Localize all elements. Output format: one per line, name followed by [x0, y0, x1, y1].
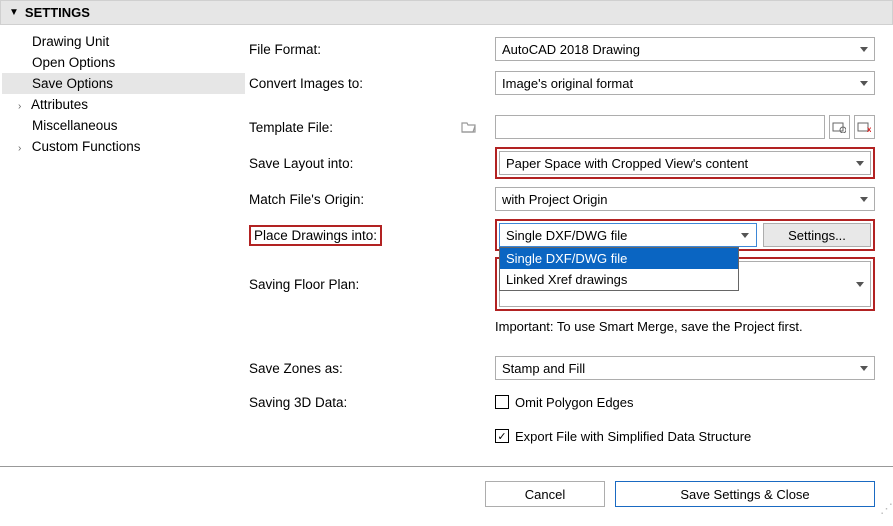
save-zones-value: Stamp and Fill	[502, 361, 585, 376]
match-origin-label: Match File's Origin:	[249, 192, 487, 207]
save-settings-close-button[interactable]: Save Settings & Close	[615, 481, 875, 507]
svg-text:x: x	[867, 125, 871, 133]
omit-polygon-label: Omit Polygon Edges	[515, 395, 634, 410]
sidebar-item-label: Attributes	[31, 97, 88, 112]
file-format-label: File Format:	[249, 42, 487, 57]
place-drawings-label: Place Drawings into:	[249, 225, 382, 246]
chevron-right-icon: ›	[18, 101, 28, 112]
match-origin-value: with Project Origin	[502, 192, 607, 207]
sidebar-item-label: Custom Functions	[32, 139, 141, 154]
export-simplified-checkbox[interactable]: ✓	[495, 429, 509, 443]
save-zones-select[interactable]: Stamp and Fill	[495, 356, 875, 380]
place-drawings-select[interactable]: Single DXF/DWG file	[499, 223, 757, 247]
saving-3d-label: Saving 3D Data:	[249, 395, 487, 410]
clear-icon[interactable]: x	[854, 115, 875, 139]
resize-grip-icon[interactable]: ⋰	[880, 501, 891, 517]
export-simplified-label: Export File with Simplified Data Structu…	[515, 429, 751, 444]
sidebar-item-custom-functions[interactable]: › Custom Functions	[2, 136, 245, 157]
file-format-value: AutoCAD 2018 Drawing	[502, 42, 640, 57]
settings-header-label: SETTINGS	[25, 5, 90, 20]
template-file-label: Template File:	[249, 120, 333, 135]
smart-merge-note: Important: To use Smart Merge, save the …	[495, 319, 803, 334]
save-layout-select[interactable]: Paper Space with Cropped View's content	[499, 151, 871, 175]
place-drawings-value: Single DXF/DWG file	[506, 228, 627, 243]
convert-images-label: Convert Images to:	[249, 76, 487, 91]
sidebar-item-label: Miscellaneous	[32, 118, 118, 133]
cancel-button[interactable]: Cancel	[485, 481, 605, 507]
saving-floor-plan-label: Saving Floor Plan:	[249, 277, 487, 292]
convert-images-select[interactable]: Image's original format	[495, 71, 875, 95]
save-zones-label: Save Zones as:	[249, 361, 487, 376]
settings-panel-header[interactable]: ▼ SETTINGS	[0, 0, 893, 25]
sidebar-item-drawing-unit[interactable]: Drawing Unit	[2, 31, 245, 52]
sidebar-item-label: Open Options	[32, 55, 115, 70]
omit-polygon-checkbox[interactable]	[495, 395, 509, 409]
chevron-right-icon: ›	[18, 143, 28, 154]
browse-icon[interactable]	[829, 115, 850, 139]
sidebar-item-save-options[interactable]: Save Options	[2, 73, 245, 94]
collapse-caret-icon: ▼	[9, 7, 19, 18]
save-layout-value: Paper Space with Cropped View's content	[506, 156, 748, 171]
dropdown-option-linked[interactable]: Linked Xref drawings	[500, 269, 738, 290]
sidebar-item-open-options[interactable]: Open Options	[2, 52, 245, 73]
dialog-footer: Cancel Save Settings & Close	[0, 467, 893, 519]
settings-sidebar: Drawing Unit Open Options Save Options ›…	[0, 25, 245, 466]
settings-content: File Format: AutoCAD 2018 Drawing Conver…	[245, 25, 893, 466]
match-origin-select[interactable]: with Project Origin	[495, 187, 875, 211]
dropdown-option-single[interactable]: Single DXF/DWG file	[500, 248, 738, 269]
file-format-select[interactable]: AutoCAD 2018 Drawing	[495, 37, 875, 61]
sidebar-item-label: Drawing Unit	[32, 34, 109, 49]
save-layout-label: Save Layout into:	[249, 156, 487, 171]
place-drawings-settings-button[interactable]: Settings...	[763, 223, 871, 247]
convert-images-value: Image's original format	[502, 76, 633, 91]
place-drawings-dropdown: Single DXF/DWG file Linked Xref drawings	[499, 247, 739, 291]
template-file-input[interactable]	[495, 115, 825, 139]
sidebar-item-label: Save Options	[32, 76, 113, 91]
sidebar-item-attributes[interactable]: › Attributes	[2, 94, 245, 115]
sidebar-item-miscellaneous[interactable]: Miscellaneous	[2, 115, 245, 136]
folder-open-icon[interactable]	[457, 115, 481, 139]
